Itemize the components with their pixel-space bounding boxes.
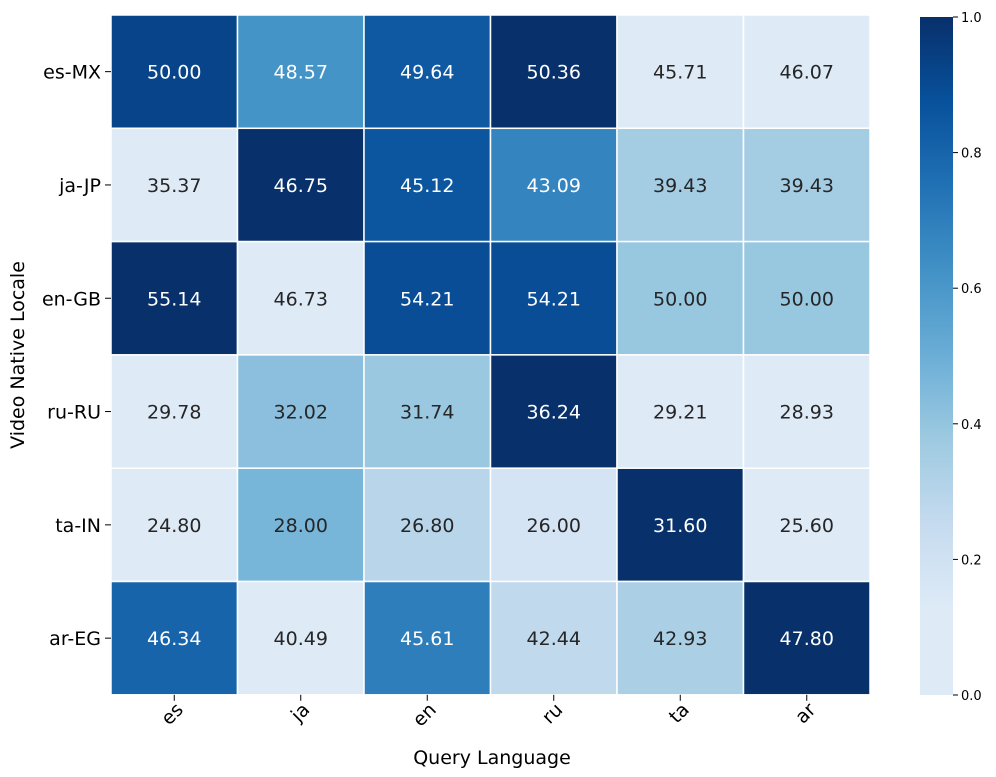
cell-value-label: 28.93 [780,402,834,424]
heatmap-cell-en-GB-ta [616,240,745,356]
heatmap-cell-es-MX-en [363,14,492,130]
cell-value-label: 49.64 [400,62,454,84]
cell-value-label: 31.74 [400,402,454,424]
heatmap-cell-en-GB-ar [742,240,871,356]
cell-value-label: 54.21 [527,288,581,310]
heatmap-cell-ru-RU-ta [616,354,745,469]
heatmap-cell-ru-RU-es [110,354,239,469]
heatmap-cell-ru-RU-ru [489,354,618,469]
heatmap-cell-ru-RU-ja [236,354,365,469]
cell-value-label: 40.49 [274,628,328,650]
heatmap-cells: 50.00 48.57 49.64 50.36 45.71 46.07 35.37 46.75… [110,14,871,696]
cell-value-label: 50.36 [527,62,581,84]
heatmap-cell-ru-RU-ar [742,354,871,469]
cell-value-label: 55.14 [147,288,201,310]
colorbar-tick-label: 1.0 [961,11,982,26]
y-tick-label: ta-IN [55,515,101,537]
heatmap-cell-ar-EG-ar [742,580,871,696]
heatmap-cell-ja-JP-ru [489,127,618,243]
cell-value-label: 42.44 [527,628,581,650]
heatmap-cell-ta-IN-es [110,467,239,583]
y-tick-labels: es-MX ja-JP en-GB ru-RU ta-IN ar-EG [42,62,111,650]
y-tick-label: ja-JP [58,175,101,197]
x-axis-title: Query Language [413,747,571,769]
cell-value-label: 26.00 [527,515,581,537]
x-tick-label: es [157,699,188,730]
cell-value-label: 45.12 [400,175,454,197]
cell-value-label: 36.24 [527,402,581,424]
cell-value-label: 45.61 [400,628,454,650]
heatmap-cell-ar-EG-es [110,580,239,696]
cell-value-label: 48.57 [274,62,328,84]
x-tick-label: ta [665,699,694,728]
cell-value-label: 47.80 [780,628,834,650]
cell-value-label: 50.00 [780,288,834,310]
colorbar-tick-label: 0.0 [961,689,982,704]
cell-value-label: 32.02 [274,402,328,424]
heatmap-cell-es-MX-ru [489,14,618,130]
cell-value-label: 39.43 [780,175,834,197]
heatmap-cell-ta-IN-ta [616,467,745,583]
colorbar-tick-label: 0.8 [961,147,982,162]
heatmap-cell-ta-IN-ar [742,467,871,583]
cell-value-label: 35.37 [147,175,201,197]
heatmap-cell-ru-RU-en [363,354,492,469]
colorbar-tick-label: 0.2 [961,553,982,568]
y-tick-label: ar-EG [49,628,101,650]
cell-value-label: 45.71 [653,62,707,84]
heatmap-cell-ta-IN-en [363,467,492,583]
cell-value-label: 50.00 [653,288,707,310]
heatmap-cell-es-MX-ja [236,14,365,130]
cell-value-label: 24.80 [147,515,201,537]
y-tick-label: en-GB [42,288,101,310]
cell-value-label: 39.43 [653,175,707,197]
cell-value-label: 50.00 [147,62,201,84]
heatmap-cell-ja-JP-ja [236,127,365,243]
x-tick-label: ar [791,699,820,728]
cell-value-label: 54.21 [400,288,454,310]
cell-value-label: 43.09 [527,175,581,197]
x-tick-label: ru [538,699,568,729]
colorbar-tick-label: 0.4 [961,418,982,433]
cell-value-label: 46.34 [147,628,201,650]
heatmap-cell-es-MX-es [110,14,239,130]
heatmap-cell-en-GB-ru [489,240,618,356]
cell-value-label: 25.60 [780,515,834,537]
y-axis-title: Video Native Locale [7,261,29,449]
heatmap-cell-es-MX-ta [616,14,745,130]
heatmap-cell-ar-EG-ta [616,580,745,696]
heatmap-cell-en-GB-ja [236,240,365,356]
heatmap-cell-es-MX-ar [742,14,871,130]
heatmap-cell-ja-JP-ar [742,127,871,243]
y-tick-label: ru-RU [47,402,101,424]
y-tick-label: es-MX [43,62,101,84]
heatmap-cell-en-GB-es [110,240,239,356]
cell-value-label: 29.78 [147,402,201,424]
cell-value-label: 42.93 [653,628,707,650]
heatmap-cell-ta-IN-ru [489,467,618,583]
cell-value-label: 28.00 [274,515,328,537]
cell-value-label: 46.75 [274,175,328,197]
colorbar-gradient [920,17,953,695]
cell-value-label: 46.07 [780,62,834,84]
cell-value-label: 46.73 [274,288,328,310]
colorbar-tick-label: 0.6 [961,282,982,297]
cell-value-label: 26.80 [400,515,454,537]
x-tick-label: ja [286,699,314,727]
x-tick-labels: es ja en ru ta ar [157,694,820,731]
cell-value-label: 29.21 [653,402,707,424]
cell-value-label: 31.60 [653,515,707,537]
x-tick-label: en [408,699,440,731]
colorbar: 0.0 0.2 0.4 0.6 0.8 1.0 [920,11,982,704]
